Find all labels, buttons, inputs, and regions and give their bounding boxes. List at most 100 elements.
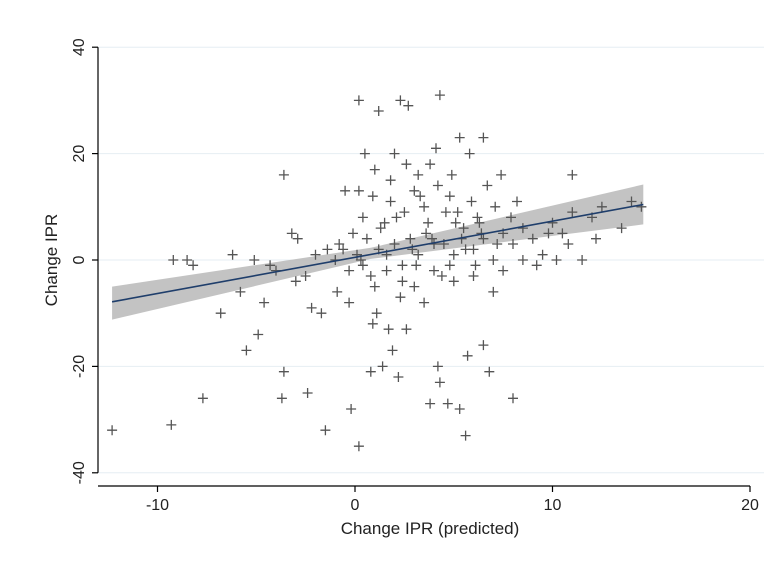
data-point-149 <box>344 297 355 308</box>
data-point-110 <box>448 276 459 287</box>
y-axis-label: Change IPR <box>42 214 61 307</box>
data-point-78 <box>399 207 410 218</box>
y-tick-label-0: 0 <box>71 255 88 264</box>
data-point-21 <box>286 228 297 239</box>
data-point-91 <box>383 324 394 335</box>
x-axis-label: Change IPR (predicted) <box>341 519 520 538</box>
data-point-89 <box>348 228 358 239</box>
data-point-14 <box>241 345 252 356</box>
data-point-136 <box>496 169 507 180</box>
data-point-139 <box>385 175 396 186</box>
data-point-93 <box>387 345 398 356</box>
data-point-61 <box>636 201 647 212</box>
data-point-140 <box>401 159 412 170</box>
data-point-46 <box>478 233 489 244</box>
data-point-22 <box>292 233 303 244</box>
data-point-10 <box>168 255 179 265</box>
data-point-113 <box>517 255 528 265</box>
data-point-150 <box>367 318 378 329</box>
data-point-148 <box>591 233 601 244</box>
data-point-17 <box>259 297 270 308</box>
data-point-112 <box>498 265 509 276</box>
data-point-52 <box>537 249 548 260</box>
data-point-100 <box>442 398 453 409</box>
data-point-43 <box>448 249 459 260</box>
data-point-31 <box>352 249 362 260</box>
x-tick-label-0: 0 <box>351 497 360 514</box>
data-point-38 <box>405 233 416 244</box>
data-point-107 <box>508 393 518 404</box>
data-point-8 <box>353 441 364 452</box>
data-point-39 <box>413 249 424 260</box>
data-point-32 <box>357 260 368 271</box>
data-point-138 <box>353 185 364 196</box>
data-point-55 <box>567 207 578 218</box>
data-point-2 <box>197 393 208 404</box>
data-point-130 <box>395 292 406 303</box>
data-point-120 <box>423 217 434 228</box>
data-point-76 <box>367 191 378 202</box>
data-point-1 <box>166 419 177 430</box>
data-point-51 <box>527 233 538 244</box>
data-point-90 <box>371 308 382 319</box>
data-point-134 <box>464 148 475 159</box>
y-tick-label--20: -20 <box>71 355 88 378</box>
data-point-133 <box>446 169 457 180</box>
data-point-111 <box>468 271 479 281</box>
data-point-145 <box>506 212 516 223</box>
data-point-56 <box>577 255 588 265</box>
data-point-103 <box>462 350 473 361</box>
data-point-73 <box>369 164 380 175</box>
data-point-137 <box>512 196 522 207</box>
data-point-74 <box>359 148 370 159</box>
x-tick-label-20: 20 <box>741 497 759 514</box>
data-point-25 <box>322 244 333 255</box>
data-point-86 <box>490 201 501 212</box>
fit-line <box>111 203 644 303</box>
data-point-87 <box>379 217 390 228</box>
data-point-131 <box>415 191 426 202</box>
data-point-7 <box>346 404 357 414</box>
data-point-27 <box>344 265 355 276</box>
data-point-99 <box>425 398 436 409</box>
gridlines <box>98 46 764 474</box>
data-point-79 <box>409 185 420 196</box>
data-point-49 <box>508 239 518 249</box>
data-point-77 <box>385 196 396 207</box>
data-point-80 <box>419 201 430 212</box>
data-point-36 <box>389 239 400 249</box>
data-point-101 <box>454 404 465 414</box>
data-point-35 <box>381 265 392 276</box>
data-point-142 <box>436 271 447 281</box>
data-point-132 <box>431 143 441 154</box>
y-tick-label--40: -40 <box>71 461 88 484</box>
data-point-85 <box>472 212 483 223</box>
data-point-13 <box>215 308 226 319</box>
data-point-30 <box>300 271 311 281</box>
data-point-54 <box>557 228 568 239</box>
data-point-81 <box>432 180 443 191</box>
data-point-92 <box>401 324 412 335</box>
data-point-116 <box>361 233 372 244</box>
data-point-147 <box>563 239 574 249</box>
data-point-88 <box>357 212 368 223</box>
data-point-70 <box>425 159 436 170</box>
data-point-125 <box>310 249 321 260</box>
data-point-47 <box>488 255 499 265</box>
data-point-69 <box>478 132 489 143</box>
data-point-53 <box>547 217 558 228</box>
data-point-4 <box>278 366 289 377</box>
x-tick-label-10: 10 <box>544 497 562 514</box>
data-point-26 <box>334 239 345 249</box>
data-point-121 <box>440 207 451 218</box>
data-point-95 <box>393 372 404 382</box>
data-point-60 <box>626 196 637 207</box>
data-point-83 <box>452 207 463 218</box>
data-point-84 <box>466 196 477 207</box>
data-point-6 <box>320 425 331 436</box>
data-point-129 <box>369 281 380 292</box>
data-point-104 <box>478 340 489 351</box>
data-point-156 <box>460 244 471 255</box>
data-point-64 <box>373 106 384 116</box>
